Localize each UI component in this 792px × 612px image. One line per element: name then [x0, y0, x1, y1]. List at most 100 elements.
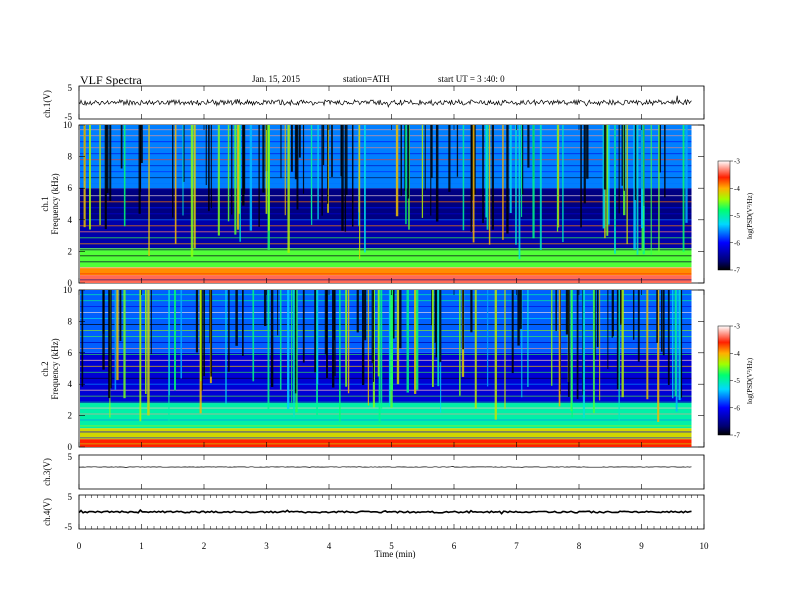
spectrogram-streak: [539, 125, 542, 250]
spectrogram-streak: [372, 290, 374, 382]
spectrogram-streak: [421, 125, 424, 218]
spectrogram-streak: [474, 290, 477, 409]
ch3-waveform-trace: [79, 466, 692, 468]
spectrogram-streak: [674, 290, 677, 397]
ch3-waveform-ylabel: ch.3(V): [42, 458, 52, 486]
spectrogram-streak: [377, 290, 380, 377]
spectrogram-streak: [294, 125, 298, 180]
spectrogram-streak: [658, 125, 660, 252]
colorbar-tick-label: -7: [734, 432, 740, 440]
spectrogram-streak: [203, 290, 205, 377]
spectrogram-streak: [646, 290, 649, 400]
y-tick-label: 8: [68, 316, 73, 326]
spectrogram-streak: [661, 290, 663, 352]
spectrogram-streak: [509, 125, 512, 214]
spectrogram-streak: [267, 125, 270, 231]
spectrogram-streak: [482, 125, 484, 224]
spectrogram-streak: [640, 125, 644, 229]
spectrogram-streak: [392, 290, 395, 339]
spectrogram-streak: [558, 290, 561, 407]
spectrogram-streak: [404, 125, 406, 191]
spectrogram-streak: [431, 290, 433, 326]
spectrogram-streak: [430, 125, 432, 216]
spectrogram-streak: [116, 290, 119, 381]
spectrogram-streak: [506, 125, 509, 234]
x-tick-label: 8: [577, 541, 582, 551]
spectrogram-streak: [424, 125, 426, 191]
spectrogram-streak: [346, 125, 348, 195]
spectrogram-band: [80, 248, 692, 268]
spectrogram-streak: [632, 290, 635, 340]
spectrogram-streak: [664, 125, 666, 198]
y-tick-label: 2: [68, 246, 73, 256]
spectrogram-streak: [287, 290, 290, 409]
spectrogram-streak: [462, 290, 464, 350]
spectrogram-streak: [208, 125, 210, 212]
colorbar-tick-label: -6: [734, 404, 740, 412]
spectrogram-streak: [210, 125, 212, 209]
spectrogram-band: [80, 188, 692, 220]
spectrogram-streak: [341, 125, 344, 231]
spectrogram-streak: [555, 290, 557, 331]
spectrogram-streak: [263, 290, 267, 327]
spectrogram-streak: [407, 125, 410, 199]
colorbar-tick-label: -3: [734, 158, 740, 166]
spectrogram-streak: [140, 125, 143, 164]
spectrogram-streak: [168, 290, 170, 396]
spectrogram-streak: [568, 290, 570, 397]
spectrogram-streak: [562, 125, 564, 243]
spectrogram-streak: [279, 290, 282, 390]
spectrogram-streak: [364, 290, 367, 341]
spectrogram-streak: [494, 290, 497, 420]
spectrogram-band: [80, 275, 692, 283]
spectrogram-streak: [378, 290, 381, 423]
spectrogram-streak: [344, 125, 347, 232]
spectrogram-streak: [633, 125, 636, 250]
spectrogram-streak: [437, 290, 440, 387]
spectrogram-streak: [527, 290, 529, 387]
spectrogram-streak: [611, 290, 613, 338]
figure-title: VLF Spectra: [80, 73, 142, 87]
spectrogram-streak: [284, 125, 286, 216]
spectrogram-streak: [316, 290, 319, 385]
spectrogram-streak: [277, 290, 279, 336]
spectrogram-streak: [351, 125, 354, 227]
ch4-waveform-trace: [78, 508, 692, 515]
spectrogram-streak: [81, 290, 84, 387]
x-tick-label: 6: [452, 541, 457, 551]
spectrogram-streak: [456, 125, 459, 177]
spectrogram-streak: [551, 290, 553, 386]
spectrogram-streak: [298, 125, 301, 158]
spectrogram-streak: [280, 125, 282, 179]
spectrogram-band: [80, 428, 692, 440]
x-tick-label: 2: [202, 541, 207, 551]
spectrogram-streak: [656, 290, 658, 343]
ch4-waveform-ylabel: ch.4(V): [42, 498, 52, 526]
spectrogram-streak: [333, 290, 335, 341]
x-tick-label: 4: [327, 541, 332, 551]
spectrogram-streak: [395, 125, 399, 217]
spectrogram-streak: [390, 290, 394, 391]
y-tick-label: 10: [63, 120, 73, 130]
spectrogram-streak: [603, 125, 607, 190]
spectrogram-streak: [302, 125, 305, 194]
ch2-colorbar: [717, 325, 731, 436]
ch1-colorbar-label: log(PSD(V²/Hz): [746, 192, 754, 239]
spectrogram-streak: [462, 125, 465, 231]
spectrogram-streak: [174, 290, 176, 391]
spectrogram-streak: [138, 125, 141, 214]
spectrogram-streak: [270, 290, 274, 387]
ch1-frequency-ylabel: Frequency (kHz): [50, 173, 60, 234]
spectrogram-streak: [287, 125, 290, 253]
spectrogram-streak: [612, 290, 614, 337]
spectrogram-streak: [371, 290, 374, 364]
spectrogram-streak: [193, 125, 196, 249]
spectrogram-streak: [364, 125, 366, 253]
spectrogram-streak: [332, 290, 335, 388]
header-station: station=ATH: [343, 74, 390, 84]
spectrogram-streak: [527, 125, 530, 168]
spectrogram-streak: [295, 290, 298, 413]
spectrogram-streak: [576, 290, 579, 400]
spectrogram-streak: [210, 290, 213, 377]
